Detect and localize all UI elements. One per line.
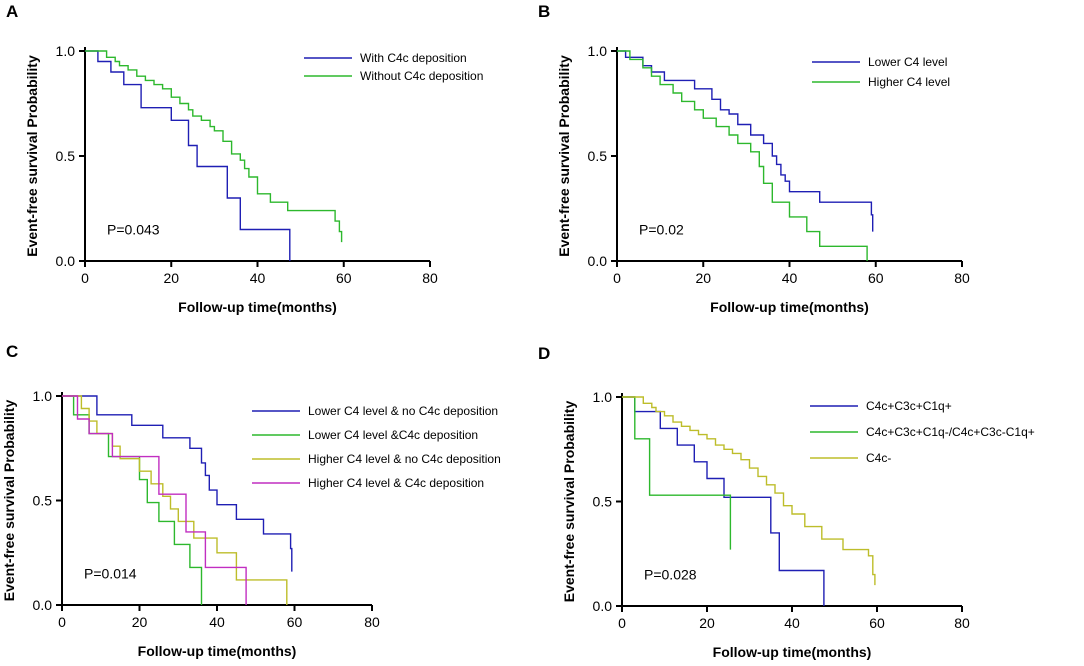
panel-letter: C: [6, 342, 18, 361]
x-axis-title: Follow-up time(months): [710, 299, 869, 315]
legend-label: Higher C4 level & no C4c deposition: [308, 452, 501, 466]
y-tick-label: 0.0: [588, 253, 608, 269]
x-axis-title: Follow-up time(months): [138, 643, 297, 659]
panel-letter: D: [538, 344, 550, 363]
x-tick-label: 60: [868, 270, 884, 286]
x-tick-label: 0: [613, 270, 621, 286]
x-tick-label: 20: [699, 615, 715, 631]
y-axis-title: Event-free survival Probability: [556, 55, 572, 257]
legend-label: C4c+C3c+C1q-/C4c+C3c-C1q+: [866, 425, 1035, 439]
y-tick-label: 0.5: [33, 493, 53, 509]
legend-label: Lower C4 level & no C4c deposition: [308, 404, 498, 418]
survival-curve-b-1: [617, 50, 874, 232]
legend-label: Lower C4 level &C4c deposition: [308, 428, 478, 442]
survival-curve-a-1: [85, 50, 291, 261]
survival-curve-c-1: [62, 395, 293, 572]
x-tick-label: 80: [954, 270, 970, 286]
x-tick-label: 40: [782, 270, 798, 286]
y-tick-label: 1.0: [593, 389, 613, 405]
legend-label: Without C4c deposition: [360, 69, 483, 83]
y-axis-title: Event-free survival Probability: [24, 55, 40, 257]
survival-curve-d-3: [622, 396, 876, 586]
legend-label: Lower C4 level: [868, 55, 947, 69]
y-axis-title: Event-free survival Probability: [561, 401, 577, 603]
y-axis-title: Event-free survival Probability: [1, 400, 17, 602]
x-tick-label: 60: [869, 615, 885, 631]
y-tick-label: 1.0: [588, 43, 608, 59]
p-value-label: P=0.02: [639, 222, 684, 238]
panel-c: C 0 20 40 60 80 0.0 0.5 1.0 Follow-up time(months…: [1, 342, 501, 659]
x-tick-label: 0: [81, 270, 89, 286]
x-tick-label: 40: [209, 614, 225, 630]
y-tick-label: 1.0: [56, 43, 76, 59]
x-tick-label: 80: [954, 615, 970, 631]
panel-letter: A: [6, 2, 18, 21]
x-tick-label: 40: [250, 270, 266, 286]
x-tick-label: 0: [618, 615, 626, 631]
survival-curve-c-4: [62, 395, 247, 605]
y-tick-label: 0.0: [33, 597, 53, 613]
x-tick-label: 0: [58, 614, 66, 630]
x-axis-title: Follow-up time(months): [178, 299, 337, 315]
p-value-label: P=0.028: [644, 567, 697, 583]
panel-d: D 0 20 40 60 80 0.0 0.5 1.0 Follow-up time(months…: [538, 344, 1035, 660]
x-axis-title: Follow-up time(months): [713, 644, 872, 660]
y-tick-label: 0.5: [593, 494, 613, 510]
panel-b: B 0 20 40 60 80 0.0 0.5 1.0 Follow-up time(months…: [538, 2, 970, 315]
survival-curve-a-2: [85, 50, 343, 243]
survival-curve-c-3: [62, 395, 288, 605]
y-tick-label: 0.0: [56, 253, 76, 269]
y-tick-label: 0.0: [593, 598, 613, 614]
x-tick-label: 80: [364, 614, 380, 630]
x-tick-label: 60: [287, 614, 303, 630]
survival-curve-d-1: [622, 396, 825, 606]
y-tick-label: 0.5: [56, 148, 76, 164]
y-tick-label: 1.0: [33, 388, 53, 404]
legend-label: C4c+C3c+C1q+: [866, 399, 952, 413]
y-tick-label: 0.5: [588, 148, 608, 164]
legend-label: Higher C4 level: [868, 75, 950, 89]
p-value-label: P=0.043: [107, 222, 160, 238]
x-tick-label: 80: [422, 270, 438, 286]
x-tick-label: 40: [784, 615, 800, 631]
x-tick-label: 20: [132, 614, 148, 630]
survival-curve-b-2: [617, 50, 868, 261]
panel-letter: B: [538, 2, 550, 21]
survival-curve-d-2: [622, 396, 732, 550]
panel-a: A 0 20 40 60 80 0.0 0.5 1.0 Follow-up time(months…: [6, 2, 483, 315]
x-tick-label: 20: [163, 270, 179, 286]
legend-label: With C4c deposition: [360, 51, 467, 65]
x-tick-label: 60: [336, 270, 352, 286]
legend-label: C4c-: [866, 451, 891, 465]
x-tick-label: 20: [695, 270, 711, 286]
p-value-label: P=0.014: [84, 566, 137, 582]
legend-label: Higher C4 level & C4c deposition: [308, 476, 484, 490]
